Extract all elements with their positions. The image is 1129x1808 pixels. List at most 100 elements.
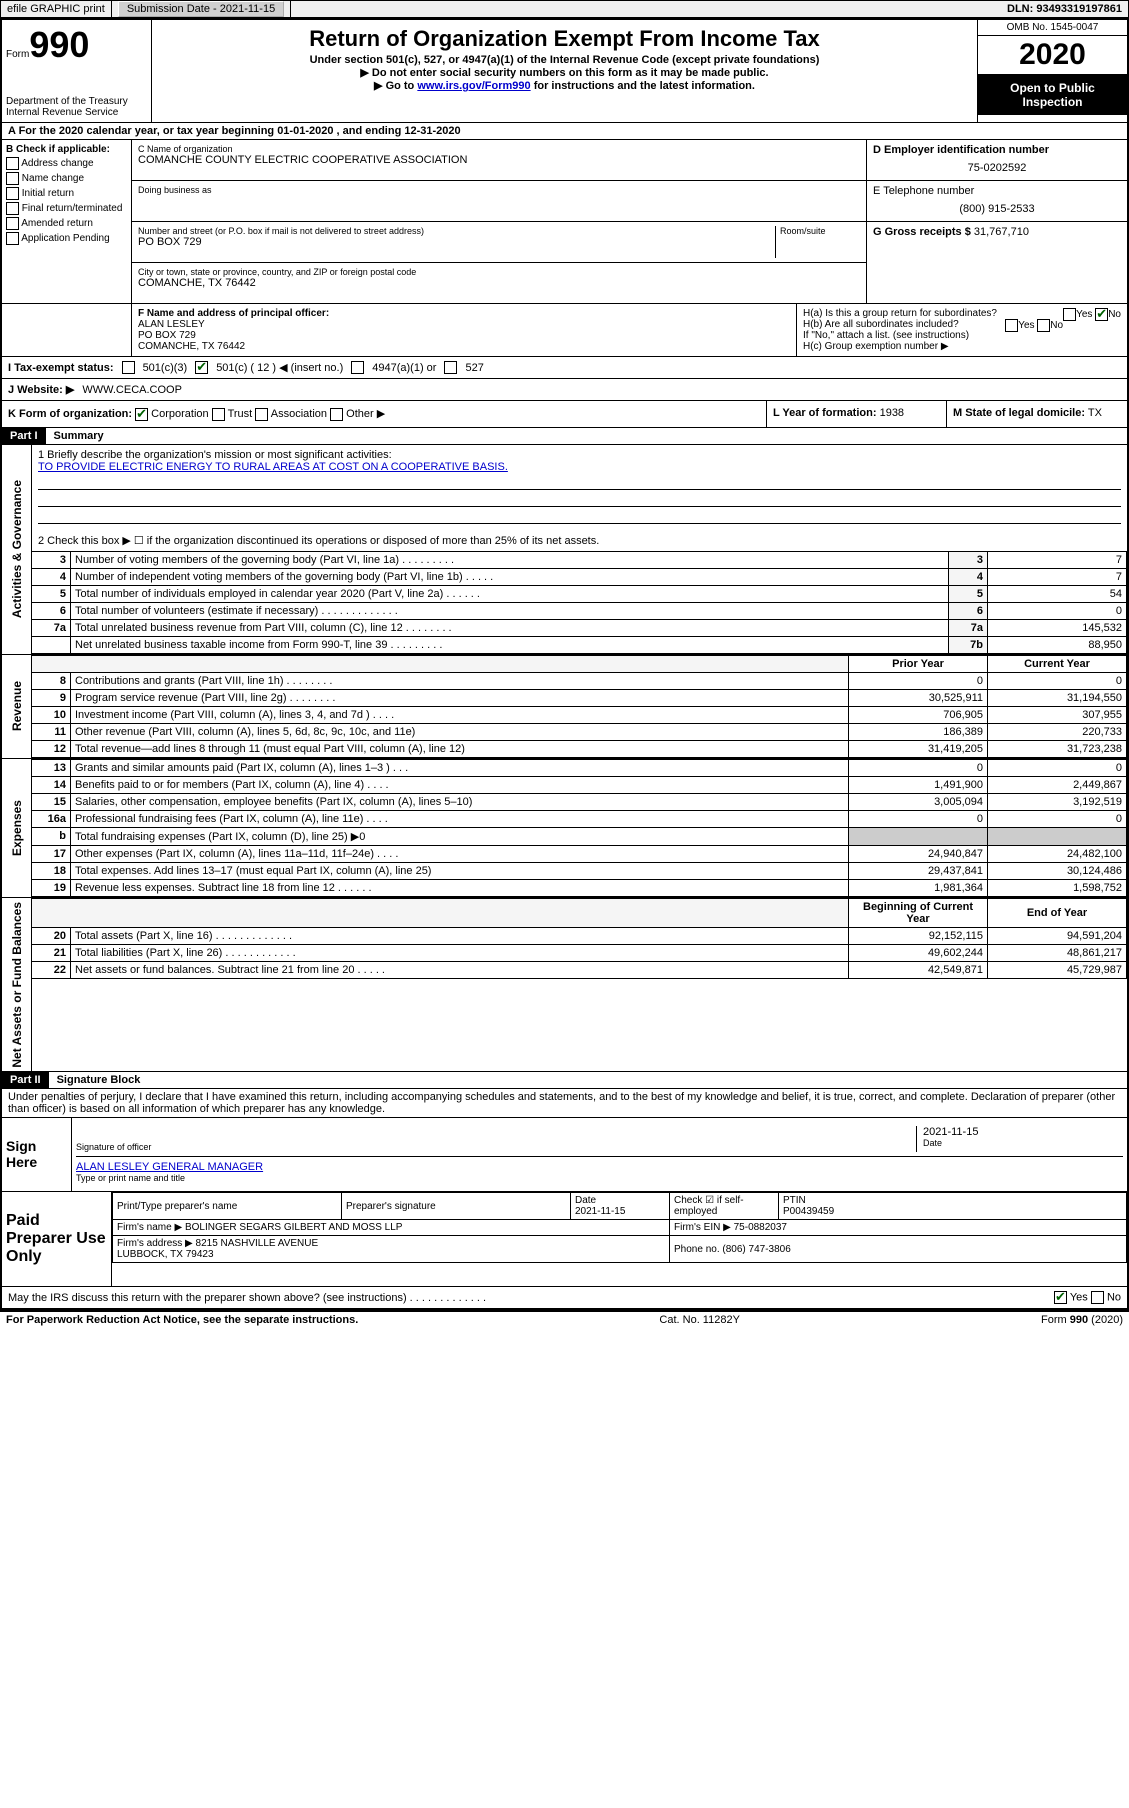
prep-h-name: Print/Type preparer's name — [113, 1193, 342, 1220]
col-d-contact: D Employer identification number 75-0202… — [867, 140, 1127, 303]
part2-header-row: Part II Signature Block — [2, 1072, 1127, 1089]
page-footer: For Paperwork Reduction Act Notice, see … — [0, 1312, 1129, 1328]
h-group-cell: H(a) Is this a group return for subordin… — [797, 304, 1127, 356]
col-c-org-info: C Name of organization COMANCHE COUNTY E… — [132, 140, 867, 303]
note1: ▶ Do not enter social security numbers o… — [156, 66, 973, 79]
gross-label: G Gross receipts $ — [873, 226, 971, 238]
h-a-row: H(a) Is this a group return for subordin… — [803, 308, 1121, 319]
sign-here-label: Sign Here — [2, 1118, 72, 1191]
cb-name-change[interactable]: Name change — [6, 172, 127, 185]
opt-corp: Corporation — [151, 408, 208, 420]
top-toolbar: efile GRAPHIC print Submission Date - 20… — [0, 0, 1129, 18]
table-row: 19 Revenue less expenses. Subtract line … — [32, 879, 1127, 896]
sig-name-label: Type or print name and title — [76, 1173, 263, 1183]
line1-value: TO PROVIDE ELECTRIC ENERGY TO RURAL AREA… — [38, 461, 1121, 473]
revenue-section: Revenue Prior Year Current Year8 Contrib… — [2, 655, 1127, 759]
prep-self-employed: Check ☑ if self-employed — [670, 1193, 779, 1220]
dln-label: DLN: 93493319197861 — [1001, 1, 1128, 17]
firm-phone: (806) 747-3806 — [722, 1244, 790, 1255]
footer-left: For Paperwork Reduction Act Notice, see … — [6, 1314, 358, 1326]
phone-label: E Telephone number — [873, 185, 1121, 197]
table-row: 18 Total expenses. Add lines 13–17 (must… — [32, 862, 1127, 879]
open-public-badge: Open to Public Inspection — [978, 75, 1127, 115]
row-k-l-m: K Form of organization: Corporation Trus… — [2, 401, 1127, 428]
no-label: No — [1108, 309, 1121, 320]
m-state-domicile: M State of legal domicile: TX — [947, 401, 1127, 427]
cb-other[interactable] — [330, 408, 343, 421]
discuss-no-cb[interactable] — [1091, 1291, 1104, 1304]
cb-final-return[interactable]: Final return/terminated — [6, 202, 127, 215]
table-row: 9 Program service revenue (Part VIII, li… — [32, 689, 1127, 706]
cb-trust[interactable] — [212, 408, 225, 421]
preparer-label: Paid Preparer Use Only — [2, 1192, 112, 1286]
city-label: City or town, state or province, country… — [138, 267, 860, 277]
table-row: 20 Total assets (Part X, line 16) . . . … — [32, 927, 1127, 944]
note2: ▶ Go to www.irs.gov/Form990 for instruct… — [156, 79, 973, 92]
tax-year: 2020 — [978, 36, 1127, 75]
governance-vlabel: Activities & Governance — [8, 476, 26, 622]
col-b-checkboxes: B Check if applicable: Address change Na… — [2, 140, 132, 303]
table-row: 12 Total revenue—add lines 8 through 11 … — [32, 740, 1127, 757]
cb-501c3[interactable] — [122, 361, 135, 374]
table-row: 6 Total number of volunteers (estimate i… — [32, 602, 1127, 619]
ha-label: H(a) Is this a group return for subordin… — [803, 308, 997, 319]
line1-mission: 1 Briefly describe the organization's mi… — [32, 445, 1127, 530]
part1-badge: Part I — [2, 428, 46, 444]
part2-title: Signature Block — [49, 1072, 149, 1088]
sig-officer-label: Signature of officer — [76, 1142, 916, 1152]
row-a-tax-year: A For the 2020 calendar year, or tax yea… — [2, 123, 1127, 140]
opt-527: 527 — [465, 362, 483, 374]
line2-discontinued: 2 Check this box ▶ ☐ if the organization… — [32, 530, 1127, 551]
cb-pending[interactable]: Application Pending — [6, 232, 127, 245]
row-i-tax-status: I Tax-exempt status: 501(c)(3) 501(c) ( … — [2, 357, 1127, 379]
cb-501c[interactable] — [195, 361, 208, 374]
entity-info-grid: B Check if applicable: Address change Na… — [2, 140, 1127, 304]
sign-body: Signature of officer 2021-11-15 Date ALA… — [72, 1118, 1127, 1191]
cb-4947[interactable] — [351, 361, 364, 374]
hb-label: H(b) Are all subordinates included? — [803, 319, 959, 330]
opt-assoc: Association — [271, 408, 327, 420]
officer-h-row: F Name and address of principal officer:… — [2, 304, 1127, 357]
table-header-row: Beginning of Current Year End of Year — [32, 898, 1127, 927]
phone-row: E Telephone number (800) 915-2533 — [867, 181, 1127, 222]
dept-label: Department of the Treasury Internal Reve… — [6, 96, 147, 118]
form-title: Return of Organization Exempt From Incom… — [156, 26, 973, 52]
cb-initial-return[interactable]: Initial return — [6, 187, 127, 200]
table-row: 14 Benefits paid to or for members (Part… — [32, 776, 1127, 793]
note2-pre: ▶ Go to — [374, 80, 417, 92]
submission-date-button[interactable]: Submission Date - 2021-11-15 — [118, 1, 284, 17]
cb-527[interactable] — [444, 361, 457, 374]
right-header-cell: OMB No. 1545-0047 2020 Open to Public In… — [977, 20, 1127, 122]
opt-501c: 501(c) ( 12 ) ◀ (insert no.) — [216, 361, 343, 374]
opt-other: Other ▶ — [346, 408, 385, 420]
irs-link[interactable]: www.irs.gov/Form990 — [417, 80, 530, 92]
prep-date: 2021-11-15 — [575, 1206, 625, 1217]
city-value: COMANCHE, TX 76442 — [138, 277, 860, 289]
balance-table: Beginning of Current Year End of Year20 … — [32, 898, 1127, 979]
firm-ein: 75-0882037 — [734, 1222, 787, 1233]
yes-label: Yes — [1076, 309, 1092, 320]
cb-corp[interactable] — [135, 408, 148, 421]
form-subtitle: Under section 501(c), 527, or 4947(a)(1)… — [156, 54, 973, 66]
cb-assoc[interactable] — [255, 408, 268, 421]
note2-post: for instructions and the latest informat… — [531, 80, 755, 92]
cb-address-change[interactable]: Address change — [6, 157, 127, 170]
cb-amended[interactable]: Amended return — [6, 217, 127, 230]
discuss-yes-cb[interactable] — [1054, 1291, 1067, 1304]
no-label: No — [1050, 320, 1063, 331]
officer-label: F Name and address of principal officer: — [138, 308, 329, 319]
table-row: Net unrelated business taxable income fr… — [32, 636, 1127, 653]
netassets-section: Net Assets or Fund Balances Beginning of… — [2, 898, 1127, 1073]
table-row: 21 Total liabilities (Part X, line 26) .… — [32, 944, 1127, 961]
opt-501c3: 501(c)(3) — [143, 362, 188, 374]
sig-date-label: Date — [923, 1138, 1123, 1148]
prep-h-ptin: PTIN — [783, 1195, 806, 1206]
street-label: Number and street (or P.O. box if mail i… — [138, 226, 771, 236]
hc-label: H(c) Group exemption number ▶ — [803, 341, 1121, 352]
org-name-row: C Name of organization COMANCHE COUNTY E… — [132, 140, 866, 181]
org-name-label: C Name of organization — [138, 144, 860, 154]
table-row: b Total fundraising expenses (Part IX, c… — [32, 827, 1127, 845]
table-row: 13 Grants and similar amounts paid (Part… — [32, 759, 1127, 776]
perjury-statement: Under penalties of perjury, I declare th… — [2, 1089, 1127, 1118]
cb-label: Final return/terminated — [22, 203, 123, 214]
